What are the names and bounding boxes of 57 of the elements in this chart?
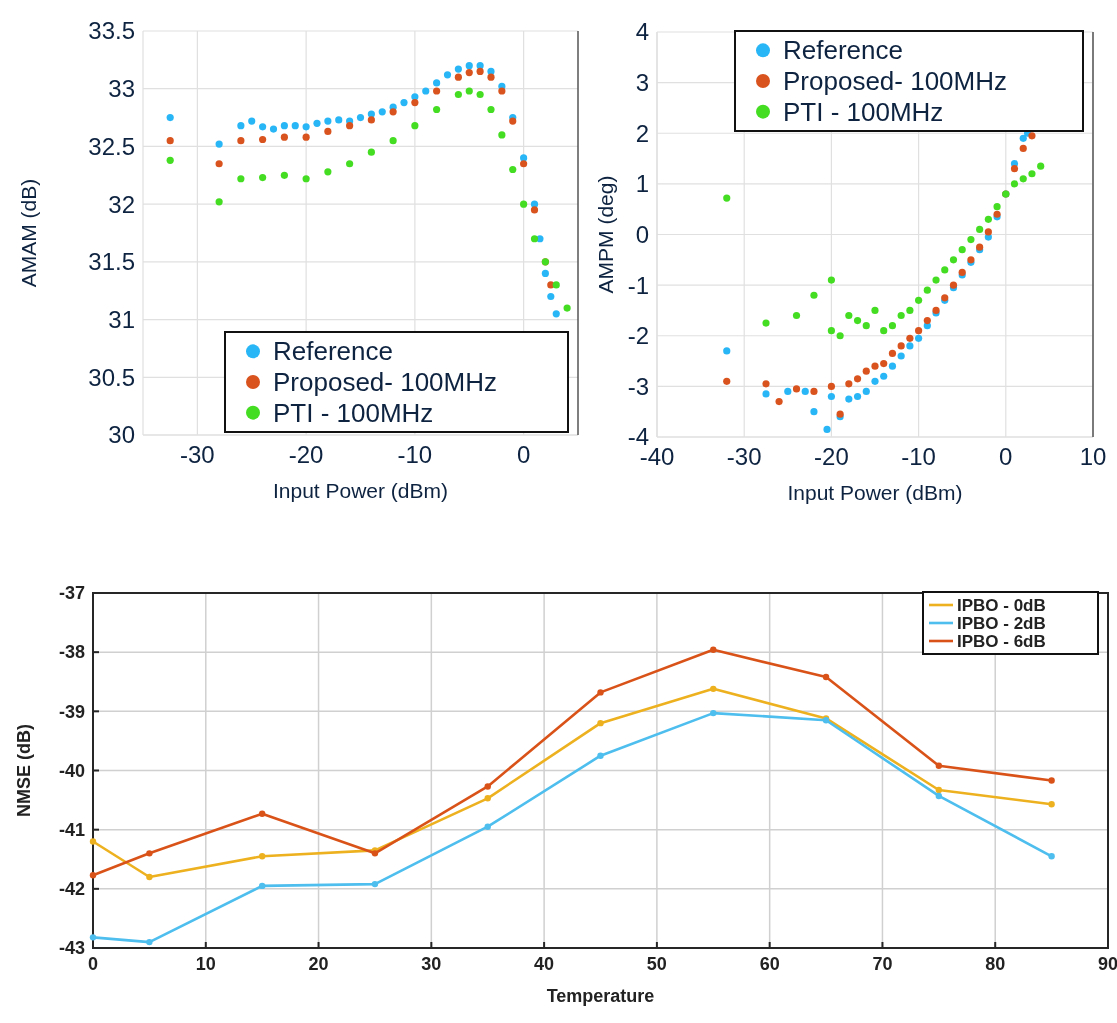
y-axis-title: AMAM (dB) xyxy=(17,178,40,288)
x-tick-label: -30 xyxy=(726,443,762,470)
x-tick-label: 70 xyxy=(872,954,893,974)
x-tick-label: -30 xyxy=(180,441,215,468)
x-tick-label: 0 xyxy=(999,443,1013,470)
y-tick-label: 31 xyxy=(108,305,135,333)
y-tick-label: -1 xyxy=(627,271,649,299)
y-tick-label: 32.5 xyxy=(88,132,135,160)
y-tick-label: 33 xyxy=(108,75,135,103)
y-tick-label: -40 xyxy=(58,760,85,781)
y-tick-label: -39 xyxy=(58,701,85,722)
y-tick-label: -3 xyxy=(627,372,649,400)
y-tick-label: 1 xyxy=(635,170,649,198)
y-axis-title: AMPM (deg) xyxy=(594,175,617,294)
x-axis-title: Input Power (dBm) xyxy=(272,479,449,502)
x-tick-label: 10 xyxy=(1079,443,1107,470)
x-axis-title: Input Power (dBm) xyxy=(787,481,963,504)
x-tick-label: -20 xyxy=(814,443,849,470)
y-tick-label: 2 xyxy=(635,119,649,147)
y-tick-label: 30 xyxy=(108,421,135,449)
y-tick-label: -38 xyxy=(58,642,85,663)
x-tick-label: 40 xyxy=(534,954,555,974)
legend-label: IPBO - 0dB xyxy=(957,595,1046,615)
legend-label: Proposed- 100MHz xyxy=(273,367,497,398)
legend-label: Proposed- 100MHz xyxy=(783,66,1007,97)
y-tick-label: -4 xyxy=(627,423,649,451)
legend-label: IPBO - 2dB xyxy=(957,613,1046,633)
x-tick-label: -10 xyxy=(901,443,936,470)
x-tick-label: 10 xyxy=(195,954,216,974)
x-tick-label: 50 xyxy=(646,954,667,974)
legend-label: Reference xyxy=(783,35,903,66)
y-tick-label: -42 xyxy=(58,879,85,900)
x-tick-label: 30 xyxy=(421,954,442,974)
y-tick-label: 32 xyxy=(108,190,135,218)
y-axis-title: NMSE (dB) xyxy=(14,724,34,817)
y-tick-label: 30.5 xyxy=(88,363,135,391)
x-tick-label: 90 xyxy=(1097,954,1117,974)
x-tick-label: -20 xyxy=(288,441,324,468)
x-axis-title: Temperature xyxy=(546,986,655,1006)
x-tick-label: 60 xyxy=(759,954,780,974)
y-tick-label: 3 xyxy=(635,69,649,97)
legend-label: Reference xyxy=(273,336,393,367)
legend-label: PTI - 100MHz xyxy=(273,397,434,428)
y-tick-label: -2 xyxy=(627,322,649,350)
y-tick-label: -43 xyxy=(58,938,85,959)
x-tick-label: 0 xyxy=(516,441,531,468)
legend-label: IPBO - 6dB xyxy=(957,631,1046,651)
x-tick-label: 20 xyxy=(308,954,329,974)
x-tick-label: -10 xyxy=(397,441,433,468)
legend-label: PTI - 100MHz xyxy=(783,96,944,127)
y-tick-label: 33.5 xyxy=(88,17,135,45)
y-tick-label: -37 xyxy=(58,583,85,604)
x-tick-label: 80 xyxy=(985,954,1006,974)
y-tick-label: 31.5 xyxy=(88,248,135,276)
y-tick-label: -41 xyxy=(58,819,85,840)
y-tick-label: 0 xyxy=(635,220,649,248)
y-tick-label: 4 xyxy=(635,18,649,46)
